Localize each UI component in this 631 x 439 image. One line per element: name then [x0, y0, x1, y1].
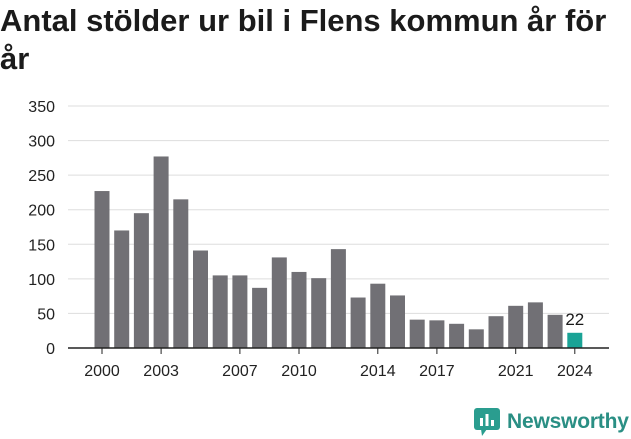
x-tick-label: 2000: [84, 363, 120, 380]
bar-chart-speech-bubble-icon: [474, 408, 500, 436]
x-tick-label: 2003: [143, 363, 179, 380]
x-tick-label: 2014: [360, 363, 396, 380]
bar-2008: [252, 287, 268, 348]
y-tick-label: 0: [46, 341, 55, 358]
newsworthy-logo: Newsworthy: [474, 408, 629, 436]
bar-2004: [173, 199, 189, 348]
bar-2023: [547, 314, 563, 348]
y-tick-label: 250: [28, 168, 55, 185]
x-tick-label: 2021: [498, 363, 534, 380]
bar-2011: [311, 278, 327, 348]
y-tick-label: 100: [28, 272, 55, 289]
y-tick-label: 200: [28, 203, 55, 220]
bar-2010: [291, 271, 307, 348]
y-tick-label: 50: [37, 306, 55, 323]
bar-2018: [449, 323, 465, 348]
data-label-2024: 22: [565, 310, 584, 329]
bar-2006: [212, 275, 228, 348]
bar-2013: [350, 297, 366, 348]
x-tick-label: 2007: [222, 363, 258, 380]
data-labels: 22: [565, 310, 584, 329]
x-tick-label: 2017: [419, 363, 455, 380]
bar-2001: [114, 230, 130, 348]
bar-2021: [508, 305, 524, 348]
bar-2020: [488, 316, 504, 348]
bar-2009: [271, 257, 287, 348]
y-tick-label: 350: [28, 99, 55, 116]
bar-2014: [370, 283, 386, 348]
y-tick-label: 150: [28, 237, 55, 254]
bar-2000: [94, 191, 110, 348]
x-axis-ticks: 2000 2003 2007 2010 2014 2017 2021 2024: [84, 348, 593, 380]
y-tick-label: 300: [28, 134, 55, 151]
bar-2002: [133, 213, 149, 348]
chart-title: Antal stölder ur bil i Flens kommun år f…: [0, 3, 607, 76]
bar-2015: [390, 295, 405, 348]
y-axis-ticks: 0 50 100 150 200 250 300 350: [28, 99, 55, 358]
bar-2024: [567, 332, 583, 348]
bar-2017: [429, 320, 445, 348]
bar-2012: [330, 249, 346, 348]
bar-2003: [153, 156, 169, 348]
brand-name: Newsworthy: [507, 410, 629, 433]
bar-2019: [468, 329, 484, 348]
x-tick-label: 2024: [557, 363, 593, 380]
bar-2005: [193, 250, 208, 348]
bar-2022: [527, 302, 543, 348]
bar-2016: [409, 319, 425, 348]
bars: [94, 156, 583, 348]
x-tick-label: 2010: [281, 363, 317, 380]
bar-2007: [232, 275, 248, 348]
